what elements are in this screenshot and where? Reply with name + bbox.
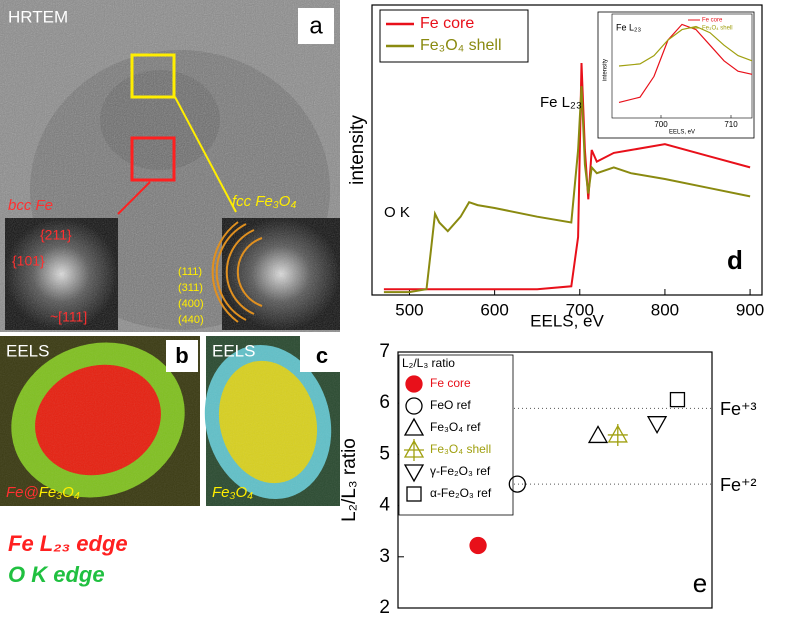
y-axis-label: L₂/L₃ ratio <box>339 438 360 522</box>
panel-title: HRTEM <box>8 7 68 26</box>
annotation: Fe L₂₃ <box>540 94 582 111</box>
series-line <box>383 62 751 291</box>
panel-label: e <box>693 568 707 598</box>
caption-part: Fe@ <box>6 484 39 501</box>
inset-title: bcc Fe <box>8 197 53 214</box>
inset-title: fcc Fe₃O₄ <box>232 193 296 210</box>
inset-legend-label: Fe core <box>702 18 723 24</box>
legend-label: α-Fe₂O₃ ref <box>430 486 492 500</box>
point <box>508 475 526 493</box>
point <box>607 423 628 446</box>
panel-a: HRTEM a bcc Fe fcc Fe₃O₄ {211} {101} ~[1… <box>0 0 340 332</box>
ring-label: (111) <box>178 266 202 278</box>
panel-label: d <box>727 245 743 275</box>
inset-plot <box>611 13 753 119</box>
x-tick-label: 900 <box>736 300 764 319</box>
legend-label: Fe core <box>420 15 474 32</box>
legend-label: Fe₃O₄ shell <box>430 442 491 456</box>
ring-label: (440) <box>178 314 204 326</box>
panel-label: c <box>316 343 328 368</box>
inset-legend-label: Fe₃O₄ shell <box>702 26 733 32</box>
x-tick-label: 600 <box>480 300 508 319</box>
y-tick-label: 7 <box>379 341 390 362</box>
legend-marker <box>403 439 425 461</box>
panel-title: EELS <box>6 341 49 360</box>
x-tick-label: 800 <box>651 300 679 319</box>
inset-title: Fe L₂₃ <box>616 22 642 32</box>
panel-title: EELS <box>212 341 255 360</box>
legend-marker <box>403 464 425 483</box>
edge-legend: Fe L₂₃ edge <box>8 531 128 556</box>
panel-b: EELS b Fe@Fe₃O₄ <box>0 336 200 506</box>
inset-box <box>597 11 755 139</box>
reference-label: Fe⁺³ <box>720 399 757 419</box>
spot-label: {211} <box>40 227 72 243</box>
point <box>469 536 487 555</box>
panel-label: a <box>309 12 323 39</box>
legend-marker <box>403 417 425 436</box>
legend-title: L₂/L₃ ratio <box>402 356 455 370</box>
legend-label: Fe core <box>430 376 471 390</box>
edge-legend: O K edge <box>8 562 105 587</box>
inset-x-tick-label: 710 <box>724 120 738 129</box>
inset-x-label: EELS, eV <box>669 130 695 136</box>
y-tick-label: 6 <box>379 392 390 413</box>
legend-box <box>379 9 529 63</box>
point <box>669 391 686 408</box>
ring-label: (311) <box>178 282 203 294</box>
panel-caption: Fe@Fe₃O₄ <box>6 484 80 501</box>
inset-y-label: intensity <box>603 59 609 81</box>
series-line <box>383 86 751 294</box>
legend-marker <box>406 486 422 502</box>
y-tick-label: 4 <box>379 495 390 516</box>
point <box>646 416 668 435</box>
x-tick-label: 700 <box>566 300 594 319</box>
spot-label: ~[111] <box>50 309 87 325</box>
series-line <box>618 23 753 103</box>
spot-label: {101} <box>12 253 45 269</box>
legend-label: Fe₃O₄ shell <box>420 37 502 54</box>
inset-x-tick-label: 700 <box>654 120 668 129</box>
y-tick-label: 5 <box>379 443 390 464</box>
caption-part: Fe₃O₄ <box>39 484 80 501</box>
x-tick-label: 500 <box>395 300 423 319</box>
ring-label: (400) <box>178 298 204 310</box>
legend-label: γ-Fe₂O₃ ref <box>430 464 491 478</box>
panel-label: b <box>175 343 188 368</box>
legend-label: FeO ref <box>430 398 471 412</box>
legend-marker <box>405 375 423 393</box>
legend-label: Fe₃O₄ ref <box>430 420 481 434</box>
x-axis-label: EELS, eV <box>530 311 604 330</box>
annotation: O K <box>384 204 410 221</box>
panel-caption: Fe₃O₄ <box>212 484 253 501</box>
reference-label: Fe⁺² <box>720 475 757 495</box>
legend-marker <box>405 397 423 415</box>
panel-c: EELS c Fe₃O₄ <box>204 336 340 506</box>
y-tick-label: 2 <box>379 597 390 618</box>
y-tick-label: 3 <box>379 546 390 567</box>
y-axis-label: intensity <box>347 115 368 185</box>
point <box>587 425 609 444</box>
